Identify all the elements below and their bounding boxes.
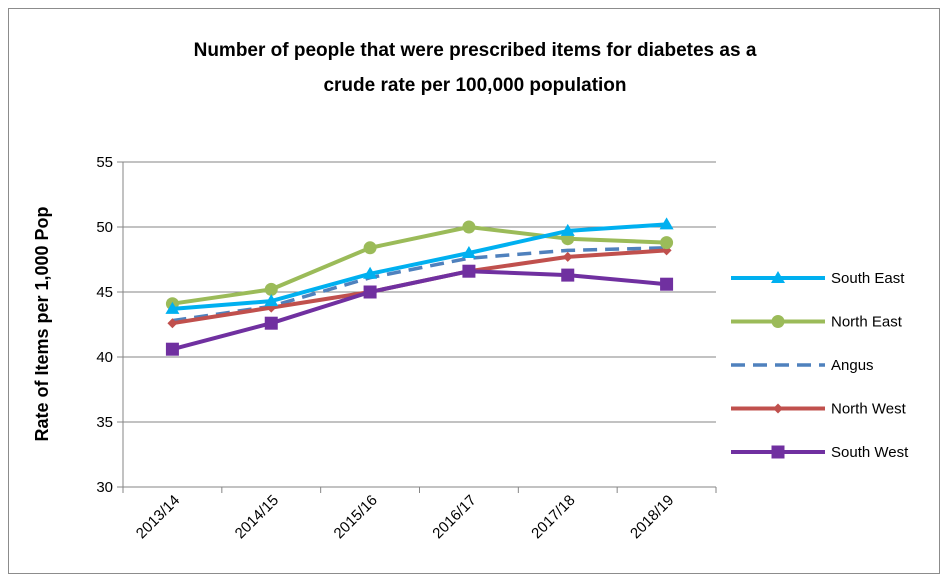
data-point-marker [363,285,377,299]
data-point-marker [771,315,785,328]
x-tick-label: 2017/18 [528,492,578,542]
x-tick-label: 2013/14 [133,492,183,542]
data-point-marker [264,282,278,296]
y-tick-labels: 30 35 40 45 50 55 [96,154,113,496]
x-tick-label: 2018/19 [627,492,677,542]
data-point-marker [363,266,378,279]
data-point-marker [264,294,279,307]
data-point-marker [165,301,180,314]
series-south-west [165,264,674,356]
y-tick-label: 45 [96,284,113,301]
chart-title-line-2: crude rate per 100,000 population [323,75,626,96]
series-angus [172,246,667,323]
chart-frame [8,8,940,574]
data-point-marker [660,236,674,250]
series-north-east [165,220,674,311]
data-point-marker [560,223,575,236]
data-point-marker [659,217,674,230]
data-point-marker [773,403,783,414]
data-point-marker [462,264,476,278]
legend-item: North East [731,314,903,331]
legend-label: Angus [831,357,874,374]
series-line [172,246,667,323]
data-point-marker [363,241,377,255]
x-tick-label: 2014/15 [232,492,282,542]
data-point-marker [771,271,785,283]
y-tick-label: 55 [96,154,113,171]
data-point-marker [165,342,179,356]
series-line [170,269,669,352]
series-lines [165,217,674,356]
x-tick-label: 2016/17 [429,492,479,542]
legend-label: South East [831,270,905,287]
y-tick-label: 40 [96,349,113,366]
series-line [170,225,669,306]
legend: South East North East Angus North West South… [731,270,909,461]
x-tick-label: 2015/16 [331,492,381,542]
data-point-marker [660,277,674,291]
data-point-marker [461,246,476,258]
legend-label: North West [831,401,907,418]
y-tick-label: 35 [96,414,113,431]
series-line [170,248,669,326]
series-north-west [167,245,672,329]
chart-title-line-1: Number of people that were prescribed it… [194,40,757,61]
x-tick-labels: 2013/14 2014/15 2015/16 2016/17 2017/18 2018/… [133,492,678,542]
legend-label: North East [831,314,903,331]
legend-item: North West [731,401,907,418]
y-tick-label: 30 [96,479,113,496]
data-point-marker [462,220,476,234]
data-point-marker [562,251,573,262]
y-tick-label: 50 [96,219,113,236]
legend-item: South West [731,444,909,461]
data-point-marker [167,318,178,329]
axes [117,161,717,493]
gridlines [123,161,716,488]
data-point-marker [561,268,575,282]
y-axis-title: Rate of Items per 1,000 Pop [32,206,52,441]
data-point-marker [771,445,785,459]
series-south-east [165,217,674,314]
series-line [170,222,669,311]
legend-item: Angus [731,357,874,374]
legend-item: South East [731,270,905,287]
legend-label: South West [831,444,909,461]
data-point-marker [264,316,278,330]
